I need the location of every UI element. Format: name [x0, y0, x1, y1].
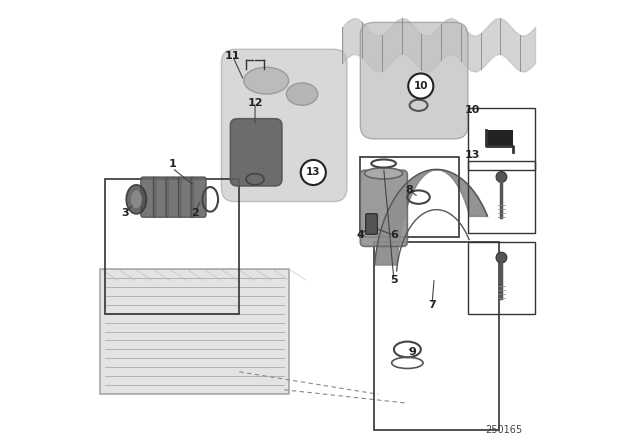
Bar: [360, 157, 459, 237]
Text: 9: 9: [408, 347, 416, 357]
FancyBboxPatch shape: [100, 269, 289, 394]
Text: 13: 13: [306, 168, 321, 177]
FancyBboxPatch shape: [191, 177, 206, 217]
Text: 10: 10: [413, 81, 428, 91]
Text: 7: 7: [428, 300, 436, 310]
Circle shape: [496, 172, 507, 182]
Circle shape: [408, 73, 433, 99]
Ellipse shape: [131, 190, 142, 208]
Text: 8: 8: [406, 185, 413, 195]
Text: 3: 3: [122, 208, 129, 218]
FancyBboxPatch shape: [360, 170, 407, 246]
Circle shape: [496, 252, 507, 263]
Bar: [105, 179, 239, 314]
Ellipse shape: [244, 67, 289, 94]
Bar: [486, 130, 513, 146]
Text: 2: 2: [191, 208, 198, 218]
Ellipse shape: [365, 168, 403, 179]
Text: 13: 13: [465, 150, 480, 159]
Text: 10: 10: [465, 105, 480, 115]
Ellipse shape: [287, 83, 318, 105]
FancyBboxPatch shape: [360, 22, 468, 139]
Text: 250165: 250165: [485, 425, 522, 435]
FancyBboxPatch shape: [166, 177, 181, 217]
Bar: [468, 108, 535, 170]
Text: 12: 12: [247, 98, 263, 108]
Bar: [374, 242, 499, 430]
FancyBboxPatch shape: [221, 49, 347, 202]
Text: 4: 4: [356, 230, 364, 240]
Bar: [468, 242, 535, 314]
Text: 6: 6: [390, 230, 398, 240]
FancyBboxPatch shape: [154, 177, 168, 217]
FancyBboxPatch shape: [179, 177, 193, 217]
FancyBboxPatch shape: [141, 177, 156, 217]
Text: 11: 11: [225, 51, 241, 61]
FancyBboxPatch shape: [230, 119, 282, 186]
Ellipse shape: [126, 185, 147, 214]
Bar: [468, 161, 535, 233]
Text: 5: 5: [390, 275, 397, 285]
Circle shape: [301, 160, 326, 185]
Text: 1: 1: [168, 159, 176, 168]
FancyBboxPatch shape: [365, 214, 378, 234]
